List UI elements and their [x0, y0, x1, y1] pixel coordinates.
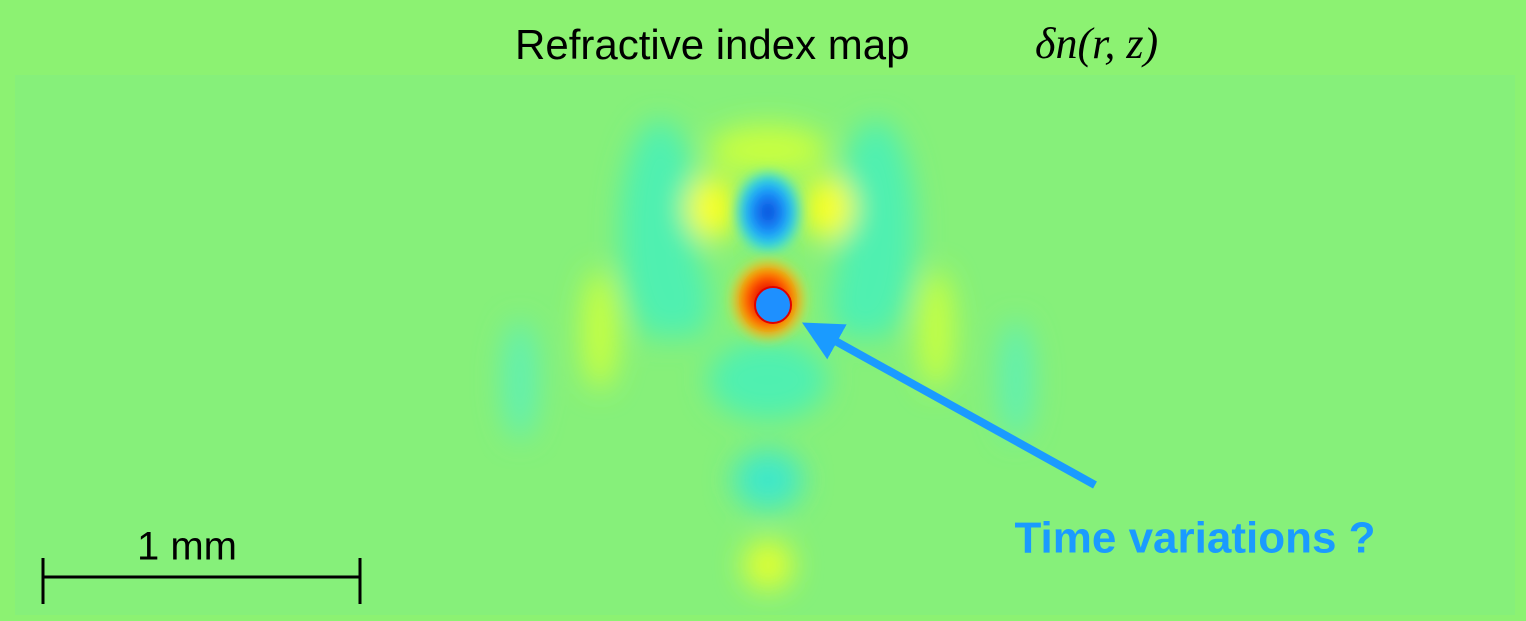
field-pattern [502, 120, 1034, 590]
scale-label: 1 mm [137, 525, 237, 569]
title: Refractive index map [515, 21, 910, 68]
source-dot [754, 286, 792, 324]
arrow [802, 322, 1097, 489]
scale-bar [41, 558, 362, 604]
annotation: Time variations ? [1014, 514, 1375, 563]
negative-lobe [734, 170, 802, 254]
formula: δn(r, z) [1035, 19, 1158, 68]
